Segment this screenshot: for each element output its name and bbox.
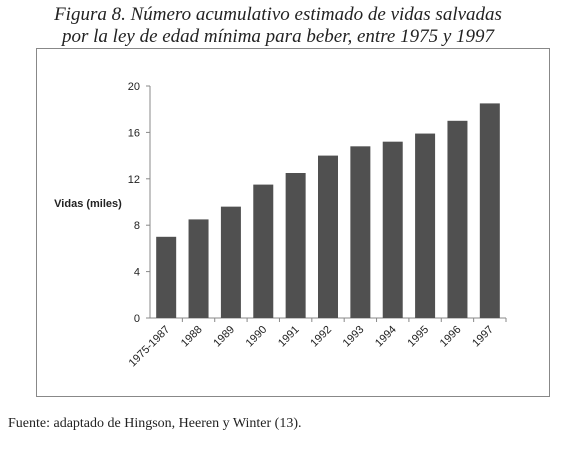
- y-tick-label: 16: [128, 127, 140, 139]
- bar: [382, 141, 403, 318]
- chart-title: por la ley de edad mínima para beber, en…: [60, 26, 495, 47]
- x-tick-label: 1997: [470, 324, 496, 350]
- chart-frame: [36, 48, 550, 397]
- bar: [188, 219, 209, 318]
- x-tick-label: 1988: [179, 324, 205, 350]
- bar: [253, 184, 274, 318]
- x-tick-label: 1995: [405, 324, 431, 350]
- y-axis-label: Vidas (miles): [54, 198, 122, 210]
- bar: [220, 206, 241, 318]
- x-tick-label: 1991: [276, 324, 302, 350]
- x-tick-label: 1989: [211, 324, 237, 350]
- y-tick-label: 0: [134, 313, 140, 325]
- y-tick-label: 12: [128, 174, 140, 186]
- y-tick-label: 4: [134, 267, 140, 279]
- chart-title: Figura 8. Número acumulativo estimado de…: [53, 4, 502, 25]
- y-tick-label: 20: [128, 81, 140, 93]
- source-note: Fuente: adaptado de Hingson, Heeren y Wi…: [8, 416, 301, 431]
- bar: [318, 155, 338, 318]
- x-tick-label: 1990: [244, 324, 270, 350]
- x-tick-label: 1994: [373, 324, 399, 350]
- bar: [479, 103, 500, 319]
- bar: [350, 146, 371, 318]
- y-tick-label: 8: [134, 220, 140, 232]
- bar: [156, 236, 177, 318]
- x-tick-label: 1993: [341, 324, 367, 350]
- bar: [415, 133, 436, 318]
- x-tick-label: 1992: [308, 324, 334, 350]
- x-tick-label: 1996: [438, 324, 464, 350]
- bar: [285, 173, 306, 318]
- bar: [447, 120, 468, 318]
- x-tick-label: 1975-1987: [127, 324, 173, 370]
